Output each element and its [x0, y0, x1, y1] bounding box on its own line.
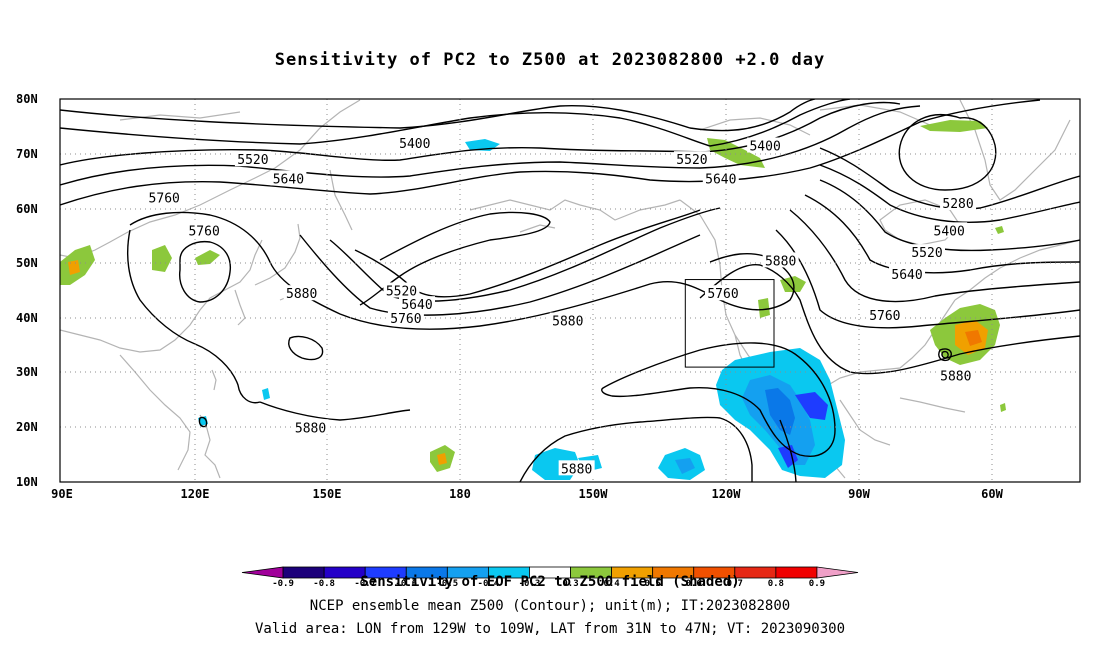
contour-label: 5760 — [390, 312, 421, 327]
contour-label: 5400 — [399, 137, 430, 152]
contour-label: 5880 — [552, 315, 583, 330]
contour-label-bg — [705, 285, 741, 301]
contour-label-bg — [146, 189, 183, 205]
footer-shading-caption: Sensitivity of EOF PC2 to Z500 field (Sh… — [360, 574, 740, 590]
contour-label: 5520 — [676, 153, 707, 168]
colorbar-tick-label: -0.3 — [519, 579, 541, 589]
contour-label: 5760 — [188, 224, 219, 239]
contour-label: 5640 — [891, 268, 922, 283]
contour-label: 5760 — [149, 191, 180, 206]
contour-label: 5640 — [705, 172, 736, 187]
contour-label-bg — [383, 282, 420, 298]
contour-label-bg — [702, 170, 739, 186]
colorbar-tick-label: -0.9 — [272, 579, 294, 589]
contour-label-bg — [889, 266, 926, 282]
lon-label-120w: 120W — [712, 487, 742, 501]
contour-label: 5280 — [942, 197, 973, 212]
colorbar: -0.9 -0.8 -0.7 -0.6 -0.5 -0.4 -0.3 0.3 0.4 0.5 0.6… — [241, 566, 859, 589]
lon-label-180: 180 — [449, 487, 471, 501]
contour-label-bg — [762, 252, 799, 268]
lat-label-70n: 70N — [16, 147, 38, 161]
valid-area-box — [684, 279, 775, 368]
contour-label: 5400 — [749, 140, 780, 155]
colorbar-tick-label: -0.6 — [395, 579, 417, 589]
lat-label-20n: 20N — [16, 420, 38, 434]
contour-label-bg — [234, 151, 271, 167]
shaded-sensitivity — [60, 120, 1006, 480]
contour-label: 5880 — [765, 254, 796, 269]
colorbar-tick-label: 0.5 — [645, 579, 661, 589]
lat-label-10n: 10N — [16, 475, 38, 489]
lon-axis: 90E 120E 150E 180 150W 120W 90W 60W — [51, 487, 1003, 501]
contour-label-bg — [931, 222, 968, 238]
colorbar-tick-label: 0.9 — [809, 579, 825, 589]
lon-label-150w: 150W — [579, 487, 609, 501]
colorbar-tick-label: 0.4 — [603, 579, 620, 589]
contour-label-bg — [399, 296, 435, 312]
contour-label-bg — [866, 307, 903, 323]
contour-label: 5880 — [940, 369, 971, 384]
lon-label-60w: 60W — [981, 487, 1003, 501]
contour-label: 5520 — [911, 246, 942, 261]
colorbar-tick-label: 0.8 — [768, 579, 784, 589]
contour-label: 5640 — [273, 172, 304, 187]
contour-label-bg — [558, 460, 595, 476]
lat-lon-grid — [60, 99, 1080, 482]
map-title: Sensitivity of PC2 to Z500 at 2023082800… — [274, 50, 826, 70]
contour-label: 5640 — [401, 298, 432, 313]
contour-label-bg — [673, 151, 710, 167]
lat-label-40n: 40N — [16, 311, 38, 325]
colorbar-tick-label: -0.8 — [313, 579, 335, 589]
lat-label-60n: 60N — [16, 202, 38, 216]
contour-label-bg — [186, 222, 223, 238]
contour-label-bg — [937, 367, 974, 383]
contour-label: 5400 — [934, 224, 965, 239]
lon-label-90w: 90W — [848, 487, 870, 501]
lon-label-120e: 120E — [181, 487, 210, 501]
contour-label: 5880 — [561, 462, 592, 477]
lon-label-150e: 150E — [313, 487, 342, 501]
lat-axis: 10N 20N 30N 40N 50N 60N 70N 80N — [16, 92, 38, 489]
contour-label: 5880 — [286, 287, 317, 302]
map-frame — [59, 98, 1081, 483]
colorbar-tick-label: 0.7 — [727, 579, 743, 589]
z500-contours — [60, 99, 1080, 482]
colorbar-tick-label: 0.3 — [562, 579, 578, 589]
contour-label-bg — [270, 170, 307, 186]
lat-label-80n: 80N — [16, 92, 38, 106]
contour-label: 5880 — [295, 421, 326, 436]
footer-contour-caption: NCEP ensemble mean Z500 (Contour); unit(… — [309, 598, 791, 614]
contour-label: 5520 — [237, 153, 268, 168]
lat-label-30n: 30N — [16, 365, 38, 379]
contour-label-bg — [387, 309, 424, 325]
contour-label: 5520 — [386, 285, 417, 300]
colorbar-swatch — [816, 566, 859, 579]
contour-label-bg — [396, 134, 433, 150]
colorbar-tick-label: -0.7 — [354, 579, 376, 589]
contour-label-bg — [292, 419, 329, 435]
footer-valid-area: Valid area: LON from 129W to 109W, LAT f… — [254, 621, 845, 637]
colorbar-tick-label: -0.4 — [478, 579, 500, 589]
contour-label-bg — [909, 244, 945, 260]
contour-label: 5760 — [869, 309, 900, 324]
colorbar-tick-label: -0.5 — [436, 579, 458, 589]
contour-label-bg — [940, 194, 977, 210]
contour-label-bg — [747, 137, 784, 153]
contour-label: 5760 — [707, 287, 738, 302]
colorbar-tick-label: 0.6 — [686, 579, 702, 589]
contour-label-bg — [283, 285, 320, 301]
lat-label-50n: 50N — [16, 256, 38, 270]
contour-label-bg — [549, 312, 586, 328]
lon-label-90e: 90E — [51, 487, 73, 501]
